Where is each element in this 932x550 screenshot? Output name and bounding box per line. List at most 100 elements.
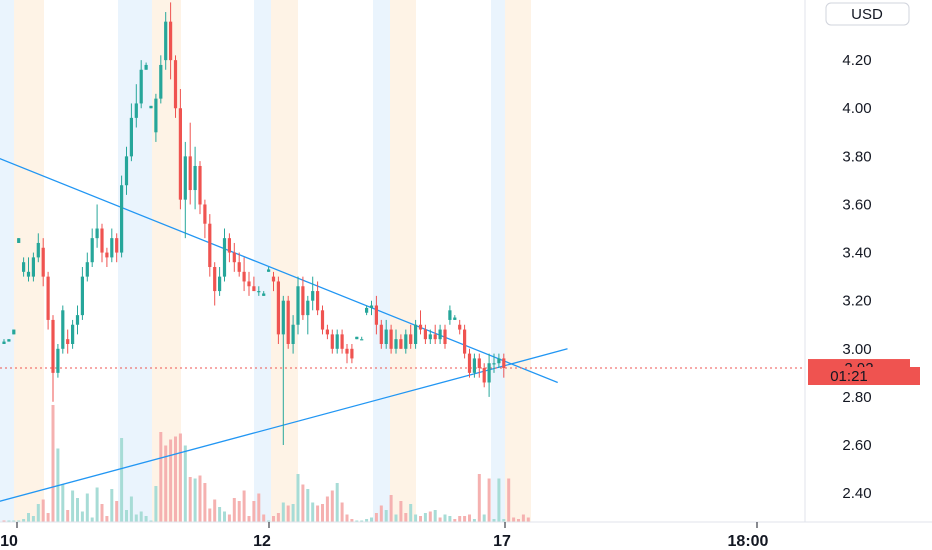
y-tick-label: 2.80 <box>842 389 871 406</box>
candle-body <box>320 310 325 330</box>
candle <box>330 329 334 354</box>
candle <box>276 276 280 344</box>
candle <box>492 353 496 373</box>
volume-bar <box>105 516 109 522</box>
candle-body <box>472 358 476 373</box>
candle <box>502 353 506 378</box>
candle-body <box>169 21 173 61</box>
candle-body <box>159 64 163 99</box>
volume-bar <box>247 516 251 522</box>
volume-bar <box>281 502 285 522</box>
candle <box>423 324 427 344</box>
volume-bar <box>80 511 84 522</box>
candle-body <box>482 368 486 383</box>
candle <box>115 233 119 263</box>
volume-bar <box>472 519 476 522</box>
candle <box>247 271 251 296</box>
volume-bar <box>120 438 124 522</box>
candle <box>286 295 290 349</box>
volume-bar <box>90 517 94 522</box>
volume-bar <box>497 478 501 522</box>
volume-bar <box>521 514 525 522</box>
candlesticks <box>2 2 506 446</box>
volume-bar <box>321 504 324 522</box>
trendline[interactable] <box>0 348 568 503</box>
volume-bar <box>463 516 467 522</box>
candle <box>227 233 231 263</box>
candle-body <box>394 339 398 349</box>
currency-button[interactable]: USD <box>825 2 910 26</box>
volume-bar <box>125 510 128 522</box>
candle-body <box>31 257 35 277</box>
volume-bar <box>330 490 334 522</box>
candle <box>134 84 138 128</box>
candle-body <box>316 291 320 311</box>
candle-body <box>281 300 285 335</box>
y-tick-label: 2.60 <box>842 437 871 454</box>
candle-body <box>7 339 11 342</box>
candle-body <box>36 242 40 258</box>
session-bands <box>0 0 531 522</box>
volume-bar <box>438 517 442 522</box>
volume-bar <box>350 519 354 522</box>
candle <box>178 89 182 210</box>
candle-body <box>502 358 506 369</box>
volume-bar <box>379 505 383 522</box>
candle <box>26 257 31 282</box>
candle-body <box>487 363 491 383</box>
candle <box>409 324 413 349</box>
candle <box>433 324 437 344</box>
candle-body <box>257 291 261 293</box>
candle <box>124 146 129 195</box>
volume-bar <box>345 514 349 522</box>
volume-bar <box>306 489 310 522</box>
volume-bar <box>115 501 119 522</box>
candle <box>110 228 114 263</box>
volume-bar <box>301 484 305 522</box>
candle <box>281 295 285 446</box>
price-axis[interactable]: 4.20 4.00 3.80 3.60 3.40 3.20 3.00 2.80 2.60 2.40… <box>804 0 920 522</box>
candle-body <box>335 334 339 349</box>
candle-body <box>115 238 119 253</box>
candle <box>129 103 133 162</box>
candle <box>242 257 246 292</box>
countdown-label: 01:21 <box>830 368 868 385</box>
volume-bar <box>27 513 30 522</box>
candle-body <box>355 336 359 340</box>
candle <box>458 319 462 335</box>
volume-bar <box>227 514 231 522</box>
volume-bar <box>458 516 462 522</box>
candle <box>218 267 222 296</box>
candle <box>374 295 378 335</box>
candle <box>365 305 369 316</box>
volume-bar <box>232 498 236 522</box>
time-axis[interactable]: 10 12 17 18:00 <box>0 521 932 550</box>
candle <box>90 228 94 268</box>
candle <box>360 336 364 341</box>
candle-body <box>46 276 50 320</box>
candle-body <box>374 305 378 325</box>
candle-body <box>105 252 109 258</box>
volume-bar <box>17 520 21 522</box>
candle <box>389 324 393 354</box>
session-band <box>491 0 505 522</box>
volume-bar <box>291 504 295 522</box>
time-label-1800: 18:00 <box>728 533 769 550</box>
volume-bar <box>208 508 212 522</box>
candle-body <box>56 348 60 373</box>
candle-body <box>311 291 315 301</box>
candle-body <box>477 358 481 369</box>
candle-body <box>51 319 55 373</box>
volume-bar <box>477 474 481 522</box>
time-label-10: 10 <box>0 533 18 550</box>
session-band <box>390 0 416 522</box>
volume-bar <box>203 483 207 522</box>
candle <box>56 343 60 378</box>
volume-bar <box>193 478 197 522</box>
candle-body <box>458 324 462 330</box>
candle-body <box>26 271 31 277</box>
candle <box>296 276 300 335</box>
candle-body <box>379 324 383 344</box>
candle <box>80 267 84 320</box>
